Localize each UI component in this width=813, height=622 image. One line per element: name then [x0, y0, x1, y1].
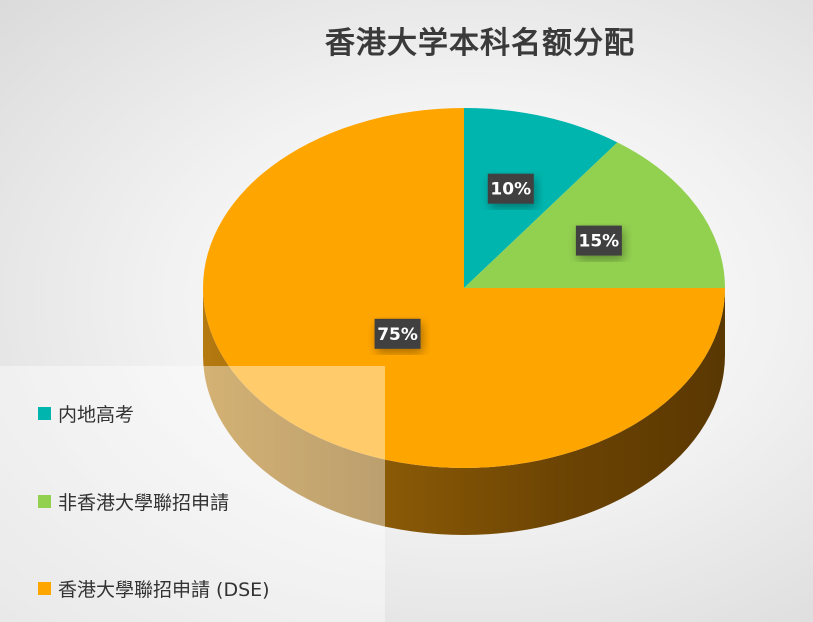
data-label-text: 10%	[490, 180, 531, 200]
pie-side-wall	[203, 288, 725, 535]
legend-item-1: 内地高考	[38, 400, 134, 427]
legend-item-2: 非香港大學聯招申請	[38, 488, 229, 515]
legend-label: 香港大學聯招申請 (DSE)	[58, 579, 270, 601]
legend-item-3: 香港大學聯招申請 (DSE)	[38, 575, 270, 602]
data-label-text: 15%	[579, 232, 620, 252]
legend-label: 非香港大學聯招申請	[58, 492, 230, 514]
data-label-box	[487, 173, 534, 204]
legend-swatch	[38, 495, 51, 508]
data-label-box	[374, 318, 421, 349]
pie-side	[203, 288, 725, 535]
legend-label: 内地高考	[58, 404, 135, 426]
data-label-box	[575, 225, 622, 256]
pie-slice-2	[464, 142, 725, 288]
legend: 内地高考非香港大學聯招申請香港大學聯招申請 (DSE)	[0, 366, 385, 622]
chart-title: 香港大学本科名额分配	[325, 26, 635, 61]
legend-swatch	[38, 407, 51, 420]
data-label-text: 75%	[377, 325, 418, 345]
data-label-2: 15%	[575, 225, 622, 256]
pie-top	[203, 108, 725, 468]
data-label-3: 75%	[374, 318, 421, 349]
pie-slice-3	[203, 108, 725, 468]
pie-labels: 10% 15% 75%	[374, 173, 622, 349]
pie-slice-1	[464, 108, 618, 288]
legend-swatch	[38, 582, 51, 595]
data-label-1: 10%	[487, 173, 534, 204]
